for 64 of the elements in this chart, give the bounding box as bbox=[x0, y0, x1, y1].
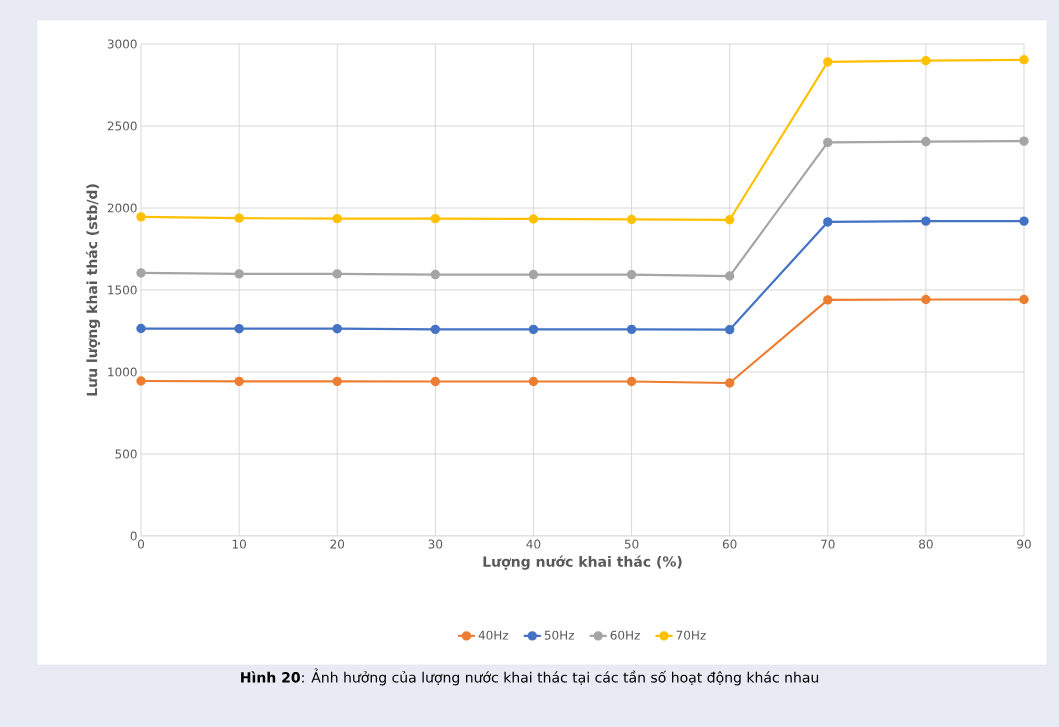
y-tick-label: 500 bbox=[115, 449, 137, 459]
point bbox=[136, 376, 146, 386]
legend-label: 70Hz bbox=[676, 630, 706, 640]
point bbox=[234, 213, 244, 223]
point bbox=[626, 214, 637, 225]
point bbox=[823, 295, 833, 305]
y-tick-label: 3000 bbox=[107, 39, 137, 49]
y-tick-label: 1000 bbox=[108, 367, 137, 377]
x-tick-label: 10 bbox=[232, 539, 246, 549]
point bbox=[136, 323, 146, 334]
point bbox=[528, 269, 539, 280]
x-tick-label: 50 bbox=[624, 539, 639, 549]
y-axis-title: Lưu lượng khai thác (stb/d) bbox=[85, 184, 101, 396]
point bbox=[1019, 136, 1029, 146]
point bbox=[1019, 294, 1029, 305]
point bbox=[430, 213, 441, 224]
x-tick-label: 60 bbox=[722, 539, 737, 549]
x-tick-label: 90 bbox=[1017, 539, 1031, 549]
point bbox=[332, 213, 342, 224]
point bbox=[1019, 55, 1029, 65]
legend-label: 40Hz bbox=[478, 630, 509, 640]
text: Hình 20: Ảnh hưởng của lượng nước khai thác tại các tần số hoạt động khác nhau bbox=[241, 668, 819, 686]
x-tick-label: 70 bbox=[821, 539, 835, 549]
point bbox=[1019, 216, 1029, 226]
point bbox=[921, 136, 931, 147]
y-tick-label: 2000 bbox=[107, 203, 137, 213]
x-tick-label: 30 bbox=[428, 539, 443, 549]
point bbox=[136, 212, 146, 222]
x-axis-title: Lượng nước khai thác (%) bbox=[483, 555, 682, 570]
point bbox=[823, 57, 833, 67]
x-tick-label: 80 bbox=[919, 539, 933, 549]
point bbox=[136, 268, 146, 278]
point bbox=[332, 269, 342, 279]
point bbox=[823, 137, 833, 148]
point bbox=[823, 217, 833, 227]
point bbox=[724, 215, 735, 225]
legend-label: 50Hz bbox=[544, 630, 574, 640]
x-tick-label: 40 bbox=[526, 539, 541, 549]
point bbox=[921, 56, 931, 66]
y-tick-label: 0 bbox=[130, 531, 137, 541]
point bbox=[528, 376, 539, 387]
point bbox=[430, 324, 441, 335]
point bbox=[724, 324, 735, 335]
x-tick-label: 0 bbox=[137, 539, 145, 549]
point bbox=[626, 324, 637, 335]
point bbox=[626, 269, 637, 280]
point bbox=[430, 269, 441, 280]
point bbox=[724, 271, 735, 281]
point bbox=[234, 376, 244, 387]
y-tick-label: 2500 bbox=[107, 121, 137, 131]
point bbox=[626, 376, 637, 387]
point bbox=[430, 376, 441, 387]
point bbox=[332, 376, 342, 387]
point bbox=[234, 269, 244, 279]
legend-label: 60Hz bbox=[610, 630, 640, 640]
point bbox=[528, 324, 539, 335]
point bbox=[724, 378, 735, 388]
point bbox=[332, 323, 342, 334]
point bbox=[234, 323, 244, 334]
point bbox=[528, 214, 539, 224]
y-tick-label: 1500 bbox=[108, 285, 137, 295]
x-tick-label: 20 bbox=[330, 539, 345, 549]
point bbox=[921, 294, 931, 305]
point bbox=[921, 216, 931, 226]
